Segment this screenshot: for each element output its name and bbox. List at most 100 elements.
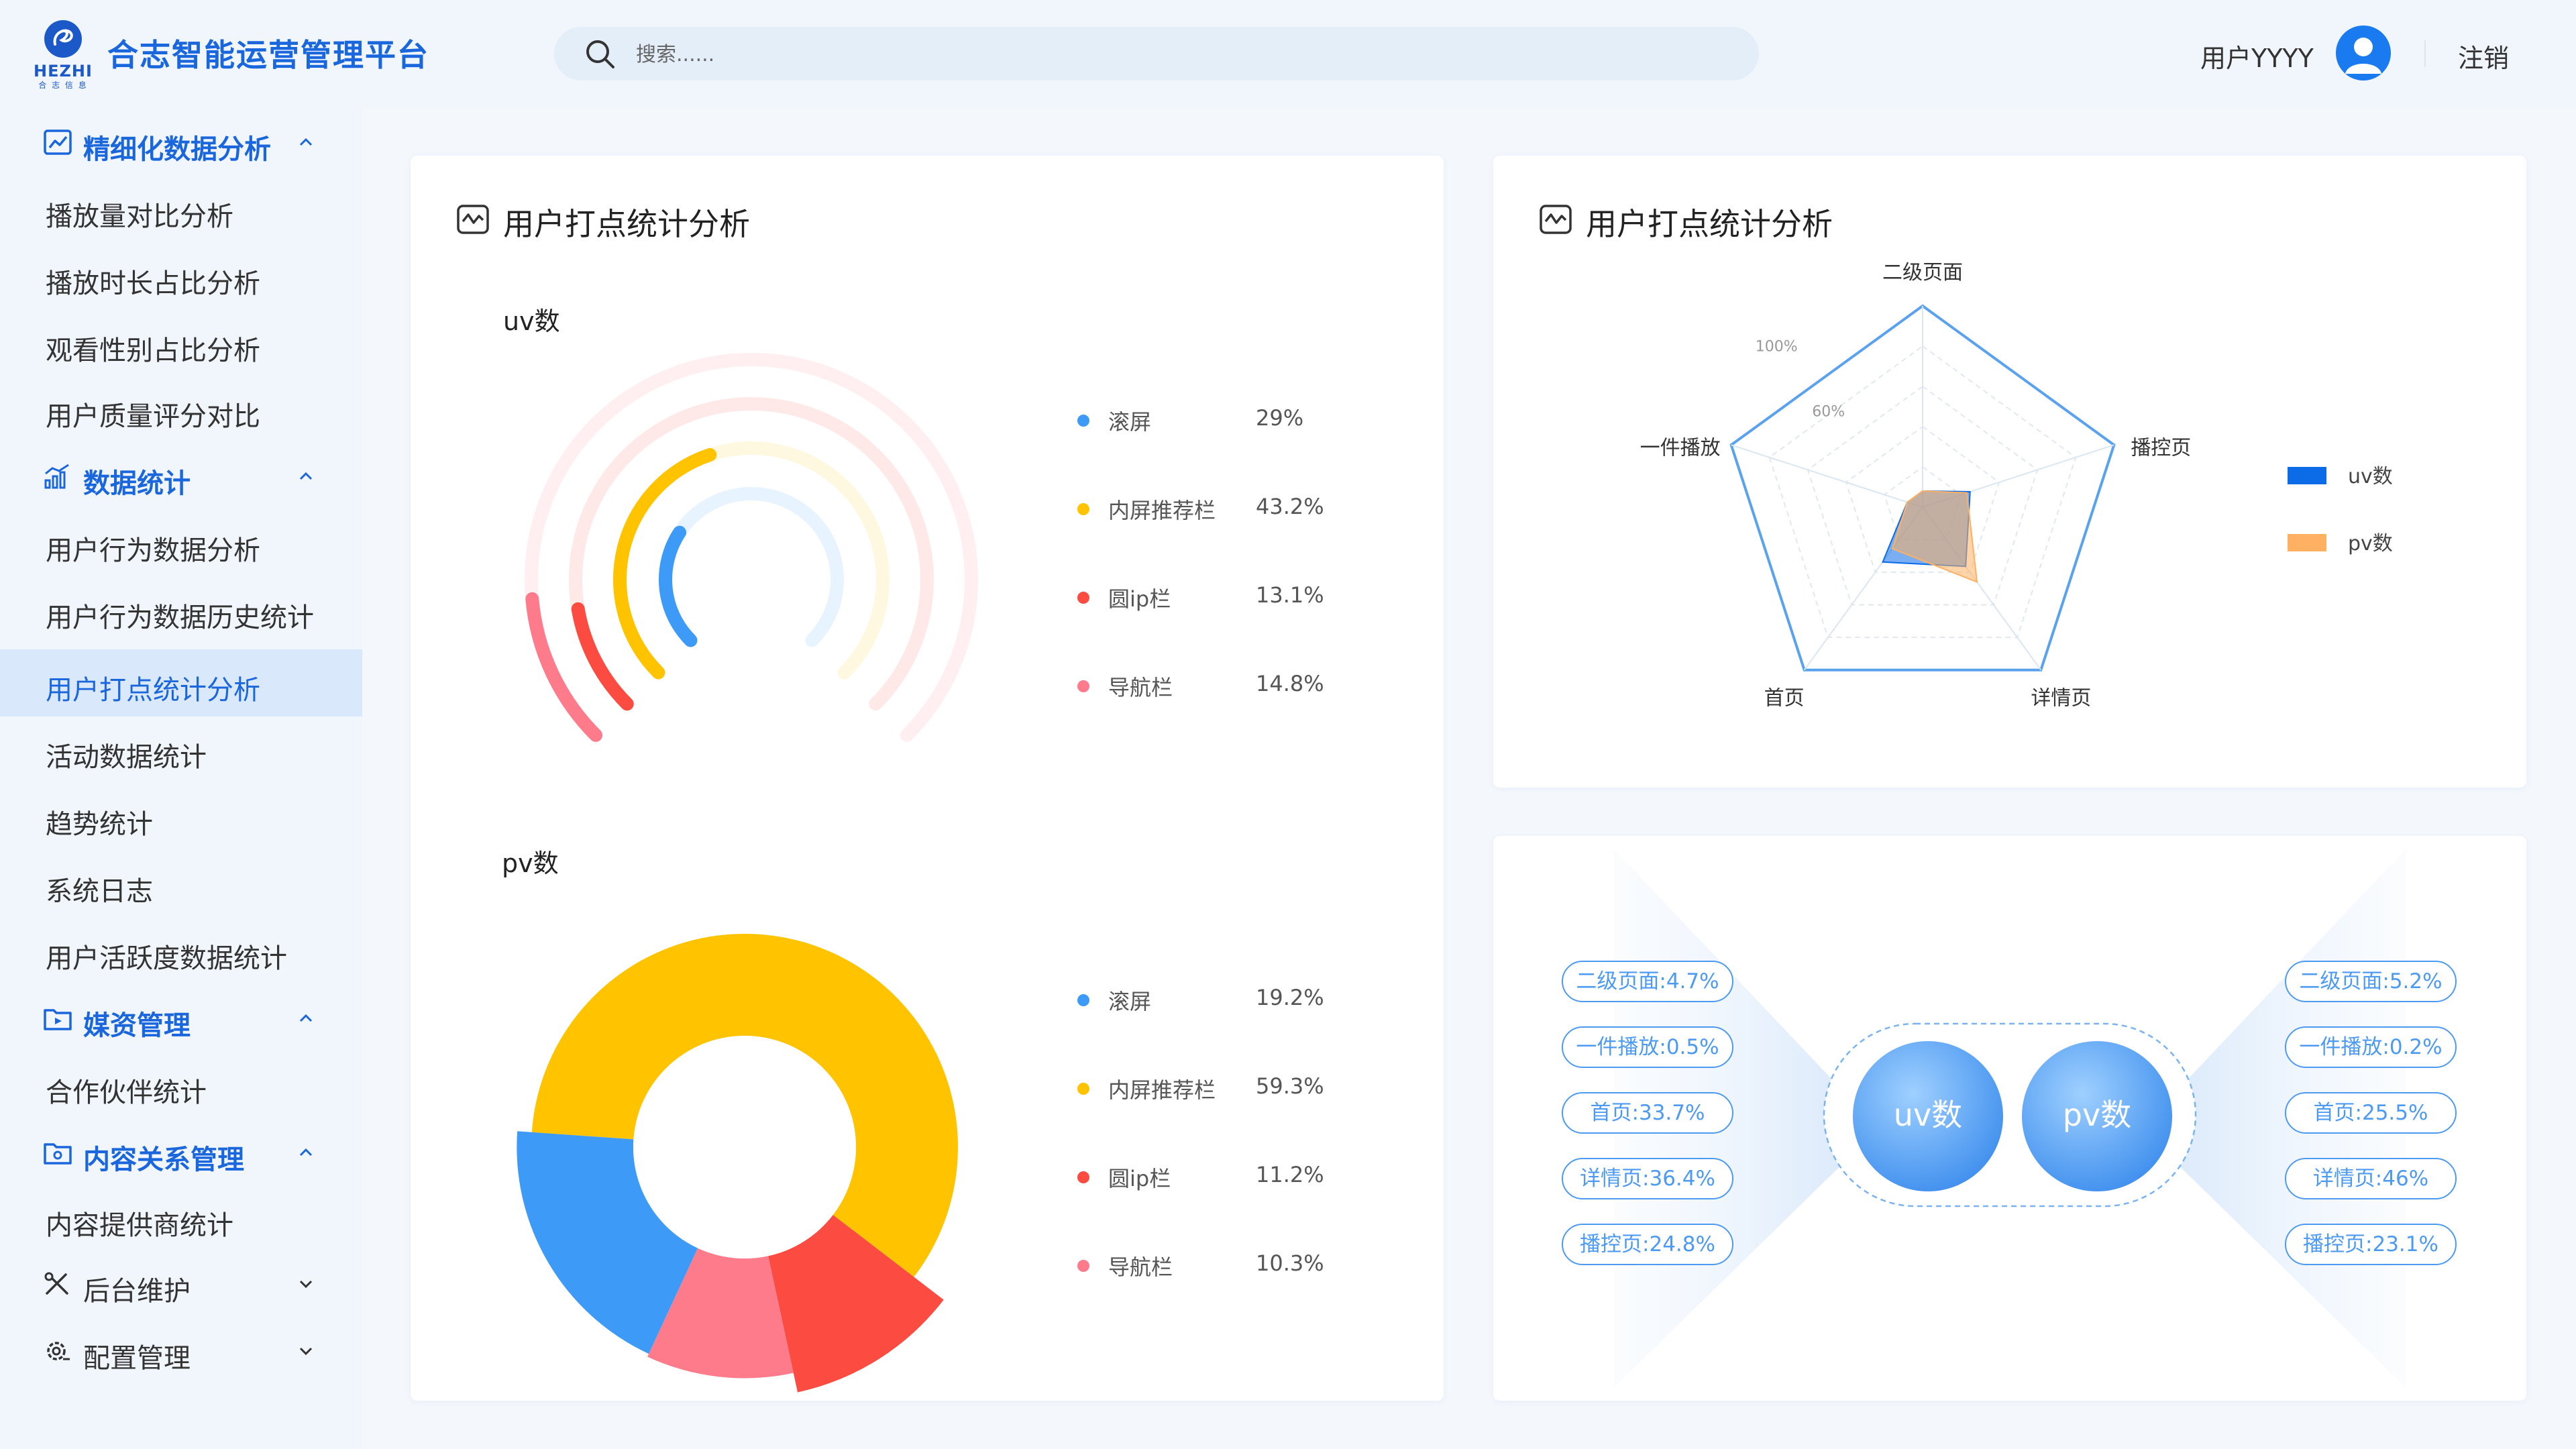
legend-label: 导航栏	[1108, 675, 1173, 700]
sidebar-item-behavior-history[interactable]: 用户行为数据历史统计	[0, 577, 362, 644]
sidebar-item-trend-stats[interactable]: 趋势统计	[0, 784, 362, 851]
folder-icon	[44, 1009, 72, 1030]
pv-pie-chart	[517, 934, 958, 1393]
sidebar-item-activity-stats[interactable]: 活动数据统计	[0, 716, 362, 784]
radar-indicator-label: 首页	[1764, 687, 1805, 710]
sidebar-item-provider-stats[interactable]: 内容提供商统计	[0, 1185, 362, 1252]
trend-chart-icon	[44, 129, 72, 155]
sidebar-item-label: 播放时长占比分析	[46, 268, 260, 299]
sidebar-item-label: 用户活跃度数据统计	[46, 943, 287, 974]
uv-stat-pill: 首页:33.7%	[1562, 1092, 1733, 1134]
sidebar-item-label: 观看性别占比分析	[46, 335, 260, 366]
legend-value: 13.1%	[1256, 582, 1324, 608]
chevron-up-icon	[299, 138, 313, 146]
sidebar-group-content-relation[interactable]: 内容关系管理	[0, 1119, 362, 1186]
radar-indicator-label: 一件播放	[1640, 436, 1721, 460]
chart-card-icon	[1540, 205, 1572, 234]
radar-tick-label: 60%	[1812, 403, 1845, 420]
radar-legend-swatch	[2288, 534, 2326, 551]
sidebar-item-label: 播放量对比分析	[46, 201, 233, 232]
sidebar-item-gender-ratio[interactable]: 观看性别占比分析	[0, 310, 362, 377]
legend-label: 滚屏	[1108, 989, 1152, 1014]
sidebar-item-behavior-analysis[interactable]: 用户行为数据分析	[0, 510, 362, 577]
chevron-up-icon	[299, 1014, 313, 1022]
search-input[interactable]	[635, 27, 1711, 82]
app-title: 合志智能运营管理平台	[107, 37, 429, 73]
sidebar-group-fine-analysis[interactable]: 精细化数据分析	[0, 109, 362, 176]
uv-bar-3	[525, 592, 603, 742]
pv-slice-2	[768, 1215, 944, 1393]
logout-button[interactable]: 注销	[2458, 44, 2510, 73]
uv-stat-pill: 播控页:24.8%	[1562, 1224, 1733, 1265]
radar-ring-1	[1768, 345, 2077, 639]
legend-value: 19.2%	[1256, 985, 1324, 1010]
uv-bar-0	[659, 525, 698, 647]
sidebar-group-label: 内容关系管理	[83, 1144, 244, 1175]
legend-label: 圆ip栏	[1108, 1166, 1171, 1191]
uv-track-0	[659, 487, 844, 647]
uv-stat-pill: 详情页:36.4%	[1562, 1158, 1733, 1199]
search-icon	[586, 40, 614, 68]
tracking-chart-card-left: 用户打点统计分析 uv数 滚屏 29% 内屏推荐栏 43.2% 圆ip栏 13.…	[411, 156, 1444, 1401]
sidebar-item-user-quality[interactable]: 用户质量评分对比	[0, 376, 362, 443]
avatar[interactable]	[2336, 25, 2391, 80]
legend-dot	[1077, 1171, 1089, 1183]
chart-card-icon	[457, 205, 489, 234]
bar-stats-icon	[44, 464, 69, 489]
legend-value: 59.3%	[1256, 1073, 1324, 1099]
brand-subtitle: 合 志 信 息	[38, 80, 88, 90]
legend-dot	[1077, 415, 1089, 427]
legend-label: 导航栏	[1108, 1254, 1173, 1280]
sidebar-group-config[interactable]: 配置管理	[0, 1318, 362, 1385]
sidebar-item-partner-stats[interactable]: 合作伙伴统计	[0, 1052, 362, 1119]
sidebar-item-tracking-analysis[interactable]: 用户打点统计分析	[0, 649, 362, 716]
sidebar-item-system-log[interactable]: 系统日志	[0, 851, 362, 918]
sidebar: 精细化数据分析 播放量对比分析 播放时长占比分析 观看性别占比分析 用户质量评分…	[0, 107, 362, 1449]
card-title: 用户打点统计分析	[1586, 206, 1833, 242]
sidebar-item-label: 用户质量评分对比	[46, 401, 260, 432]
pv-section-label: pv数	[502, 849, 559, 878]
radar-spoke-4	[1731, 444, 1923, 508]
chevron-up-icon	[299, 472, 313, 480]
header-divider	[2424, 40, 2426, 67]
legend-value: 14.8%	[1256, 671, 1324, 696]
sidebar-group-data-stats[interactable]: 数据统计	[0, 443, 362, 510]
legend-label: 滚屏	[1108, 409, 1152, 435]
top-header: HEZHI 合 志 信 息 合志智能运营管理平台 用户YYYY 注销	[0, 0, 2576, 107]
tracking-radar-card: 用户打点统计分析 100% 60% 二级页面 播控页 详情页 首页 一件播放 uv数 pv数	[1493, 156, 2526, 788]
sidebar-item-play-compare[interactable]: 播放量对比分析	[0, 176, 362, 243]
radar-indicator-label: 详情页	[2031, 687, 2091, 710]
uv-radial-chart	[525, 353, 978, 742]
legend-value: 10.3%	[1256, 1250, 1324, 1276]
radar-ring-4	[1883, 466, 1962, 541]
pv-stat-pill: 首页:25.5%	[2285, 1092, 2457, 1134]
uv-bar-1	[613, 447, 717, 680]
legend-dot	[1077, 592, 1089, 604]
user-name: 用户YYYY	[2200, 44, 2314, 73]
sidebar-group-maintenance[interactable]: 后台维护	[0, 1250, 362, 1318]
uv-track-3	[525, 353, 978, 742]
sidebar-group-label: 媒资管理	[83, 1010, 191, 1041]
uv-pv-comparison-card: uv数 pv数 二级页面:4.7% 一件播放:0.5% 首页:33.7% 详情页…	[1493, 836, 2526, 1401]
sidebar-group-media[interactable]: 媒资管理	[0, 985, 362, 1052]
uv-section-label: uv数	[503, 307, 560, 336]
pv-slice-3	[647, 1248, 794, 1379]
pv-stat-pill: 一件播放:0.2%	[2285, 1026, 2457, 1068]
config-gear-icon	[47, 1342, 70, 1360]
pv-stat-pill: 详情页:46%	[2285, 1158, 2457, 1199]
sidebar-item-active-users[interactable]: 用户活跃度数据统计	[0, 918, 362, 985]
search-bar[interactable]	[554, 27, 1759, 82]
radar-indicator-label: 播控页	[2131, 436, 2191, 460]
radar-legend-label: uv数	[2348, 465, 2393, 488]
legend-value: 29%	[1256, 405, 1304, 431]
legend-value: 43.2%	[1256, 494, 1324, 519]
content-relation-icon	[44, 1143, 72, 1165]
pv-pie-hole	[633, 1036, 856, 1258]
legend-label: 内屏推荐栏	[1108, 1077, 1216, 1103]
sidebar-item-play-duration[interactable]: 播放时长占比分析	[0, 243, 362, 310]
sidebar-item-label: 系统日志	[46, 876, 153, 907]
radar-tick-label: 100%	[1756, 338, 1798, 355]
uv-bar-2	[571, 602, 634, 711]
pv-stat-pill: 二级页面:5.2%	[2285, 961, 2457, 1002]
